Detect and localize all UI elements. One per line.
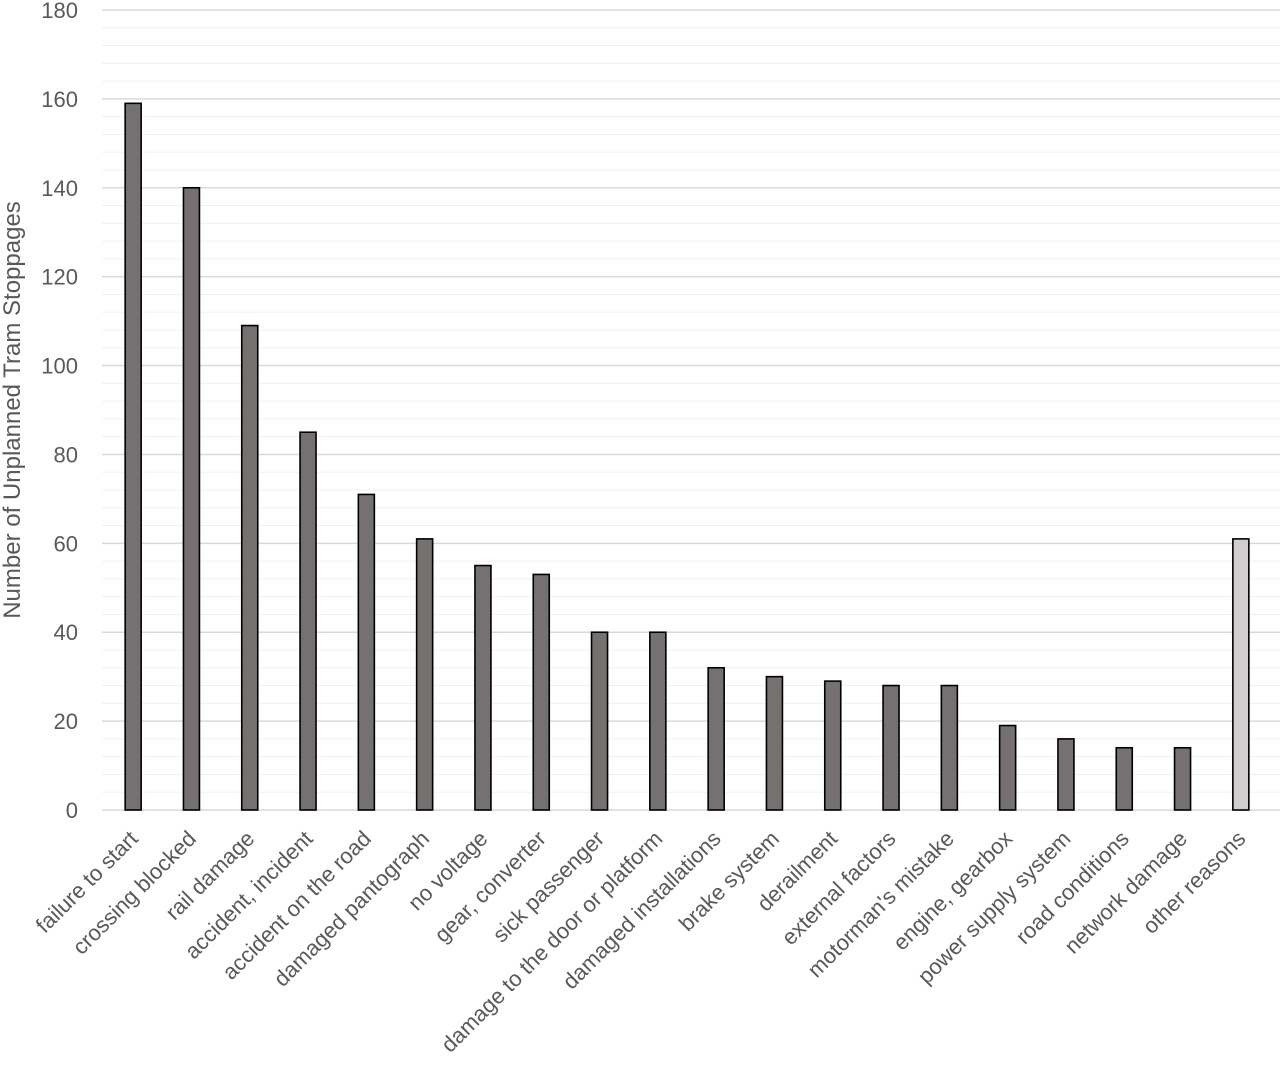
- bar: [357, 493, 376, 811]
- y-tick-label: 80: [54, 442, 78, 467]
- y-tick-label: 100: [41, 354, 78, 379]
- bar: [1232, 538, 1250, 811]
- bar: [765, 675, 784, 811]
- y-tick-label: 20: [54, 709, 78, 734]
- bar: [1173, 746, 1192, 811]
- bar: [415, 538, 434, 811]
- bar: [182, 186, 201, 811]
- bar: [1115, 746, 1134, 811]
- y-axis-title: Number of Unplanned Tram Stoppages: [0, 201, 26, 619]
- bar: [590, 631, 609, 811]
- y-tick-label: 60: [54, 531, 78, 556]
- bar: [474, 564, 492, 811]
- x-tick-label: failure to start: [31, 826, 143, 938]
- y-tick-label: 120: [41, 265, 78, 290]
- bar: [707, 666, 725, 811]
- bar: [649, 631, 667, 811]
- x-tick-label: other reasons: [1138, 826, 1251, 939]
- y-tick-labels: 0 20 40 60 80 100 120 140 160 180: [41, 0, 78, 823]
- bar: [532, 573, 551, 811]
- bars: [124, 102, 1250, 811]
- bar: [299, 431, 317, 811]
- bar: [882, 684, 900, 811]
- y-tick-label: 160: [41, 87, 78, 112]
- bar: [240, 324, 259, 811]
- bar: [124, 102, 142, 811]
- bar: [1057, 738, 1075, 811]
- gridlines: [102, 9, 1280, 811]
- bar: [940, 684, 959, 811]
- bar: [998, 724, 1017, 811]
- y-tick-label: 140: [41, 176, 78, 201]
- bar: [823, 680, 842, 811]
- y-tick-label: 0: [66, 798, 78, 823]
- y-tick-label: 180: [41, 0, 78, 23]
- y-tick-label: 40: [54, 620, 78, 645]
